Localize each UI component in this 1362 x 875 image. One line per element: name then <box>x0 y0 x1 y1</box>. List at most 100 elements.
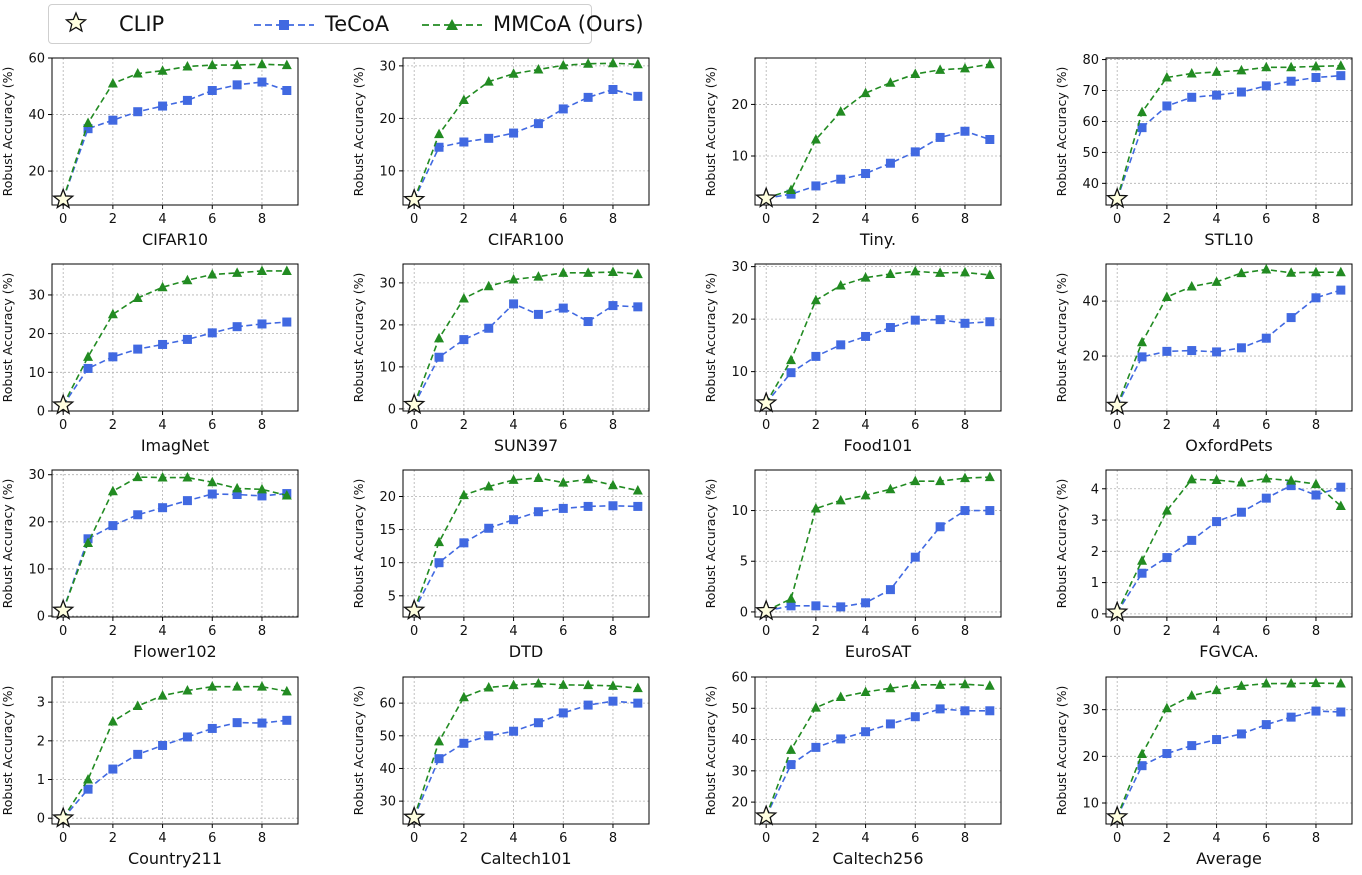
tecoa-point <box>183 732 192 741</box>
tecoa-point <box>584 93 593 102</box>
x-axis-label: OxfordPets <box>1185 436 1272 455</box>
x-axis-label: Average <box>1196 849 1262 868</box>
mmcoa-point <box>207 269 217 279</box>
tecoa-point <box>233 322 242 331</box>
subplot-dtd: 0 2 4 6 85101520DTDRobust Accuracy (%) <box>351 470 649 661</box>
tecoa-point <box>911 712 920 721</box>
x-tick-label: 4 <box>1212 418 1220 433</box>
tecoa-point <box>133 345 142 354</box>
tecoa-point <box>183 335 192 344</box>
mmcoa-point <box>533 678 543 688</box>
x-axis-label: Food101 <box>844 436 913 455</box>
mmcoa-point <box>1137 555 1147 565</box>
mmcoa-point <box>786 185 796 195</box>
tecoa-point <box>811 352 820 361</box>
mmcoa-point <box>583 680 593 690</box>
y-tick-label: 20 <box>731 796 748 811</box>
y-axis-label: Robust Accuracy (%) <box>351 67 366 197</box>
mmcoa-point <box>786 355 796 365</box>
y-tick-label: 20 <box>731 98 748 113</box>
mmcoa-series-line <box>414 63 638 200</box>
mmcoa-point <box>608 266 618 276</box>
mmcoa-point <box>910 266 920 276</box>
y-tick-label: 0 <box>37 610 45 625</box>
mmcoa-point <box>786 744 796 754</box>
mmcoa-point <box>960 679 970 689</box>
axes-frame <box>1106 264 1352 411</box>
tecoa-point <box>1212 91 1221 100</box>
x-tick-label: 4 <box>158 212 166 227</box>
y-tick-label: 1 <box>37 773 45 788</box>
x-axis-label: Caltech101 <box>480 849 571 868</box>
y-axis-label: Robust Accuracy (%) <box>351 479 366 609</box>
x-tick-label: 0 <box>410 624 418 639</box>
mmcoa-point <box>608 58 618 68</box>
x-tick-label: 2 <box>460 212 468 227</box>
x-tick-label: 2 <box>109 624 117 639</box>
subplot-cifar100: 0 2 4 6 8 10 20 30 CIFAR100 Robust Accuracy (%) <box>351 58 649 249</box>
x-tick-label: 8 <box>1312 212 1320 227</box>
mmcoa-point <box>257 59 267 69</box>
y-tick-label: 3 <box>1091 514 1099 529</box>
x-tick-label: 8 <box>609 212 617 227</box>
tecoa-point <box>108 352 117 361</box>
tecoa-point <box>1138 569 1147 578</box>
mmcoa-point <box>1187 474 1197 484</box>
tecoa-point <box>233 718 242 727</box>
mmcoa-point <box>836 495 846 505</box>
mmcoa-point <box>257 265 267 275</box>
mmcoa-point <box>434 129 444 139</box>
tecoa-series-line <box>766 511 990 611</box>
x-axis-label: CIFAR10 <box>142 230 208 249</box>
y-axis-label: Robust Accuracy (%) <box>0 479 15 609</box>
tecoa-point <box>608 85 617 94</box>
tecoa-point <box>1336 286 1345 295</box>
x-tick-label: 4 <box>509 212 517 227</box>
y-tick-label: 0 <box>37 405 45 420</box>
y-tick-label: 40 <box>731 733 748 748</box>
y-tick-label: 40 <box>1082 177 1099 192</box>
x-tick-label: 8 <box>258 418 266 433</box>
tecoa-point <box>633 92 642 101</box>
tecoa-point <box>985 506 994 515</box>
mmcoa-point <box>583 474 593 484</box>
mmcoa-point <box>1261 678 1271 688</box>
tecoa-point <box>811 601 820 610</box>
tecoa-point <box>911 147 920 156</box>
x-tick-label: 6 <box>1262 418 1270 433</box>
y-tick-label: 20 <box>379 318 396 333</box>
tecoa-point <box>108 521 117 530</box>
x-tick-label: 0 <box>410 418 418 433</box>
tecoa-point <box>1212 347 1221 356</box>
tecoa-point <box>633 302 642 311</box>
tecoa-point <box>1336 708 1345 717</box>
y-axis-label: Robust Accuracy (%) <box>351 686 366 816</box>
tecoa-point <box>509 299 518 308</box>
y-axis-label: Robust Accuracy (%) <box>351 273 366 403</box>
axes-frame <box>52 677 298 824</box>
tecoa-series-line <box>414 506 638 611</box>
subplot-average: 0 2 4 6 8102030AverageRobust Accuracy (%) <box>1054 677 1352 868</box>
y-tick-label: 20 <box>1082 750 1099 765</box>
tecoa-point <box>608 301 617 310</box>
y-tick-label: 60 <box>1082 115 1099 130</box>
x-tick-label: 2 <box>109 418 117 433</box>
x-axis-label: Tiny. <box>859 230 896 249</box>
tecoa-point <box>534 310 543 319</box>
tecoa-point <box>836 734 845 743</box>
mmcoa-point <box>108 486 118 496</box>
y-tick-label: 40 <box>379 762 396 777</box>
tecoa-point <box>911 316 920 325</box>
mmcoa-point <box>533 472 543 482</box>
tecoa-point <box>84 785 93 794</box>
tecoa-point <box>282 318 291 327</box>
tecoa-point <box>183 96 192 105</box>
tecoa-point <box>985 317 994 326</box>
subplot-food101: 0 2 4 6 8102030Food101Robust Accuracy (%) <box>703 260 1001 455</box>
tecoa-point <box>1187 536 1196 545</box>
y-tick-label: 15 <box>379 523 396 538</box>
x-axis-label: Country211 <box>128 849 222 868</box>
x-tick-label: 0 <box>762 212 770 227</box>
x-tick-label: 8 <box>1312 418 1320 433</box>
tecoa-point <box>936 522 945 531</box>
